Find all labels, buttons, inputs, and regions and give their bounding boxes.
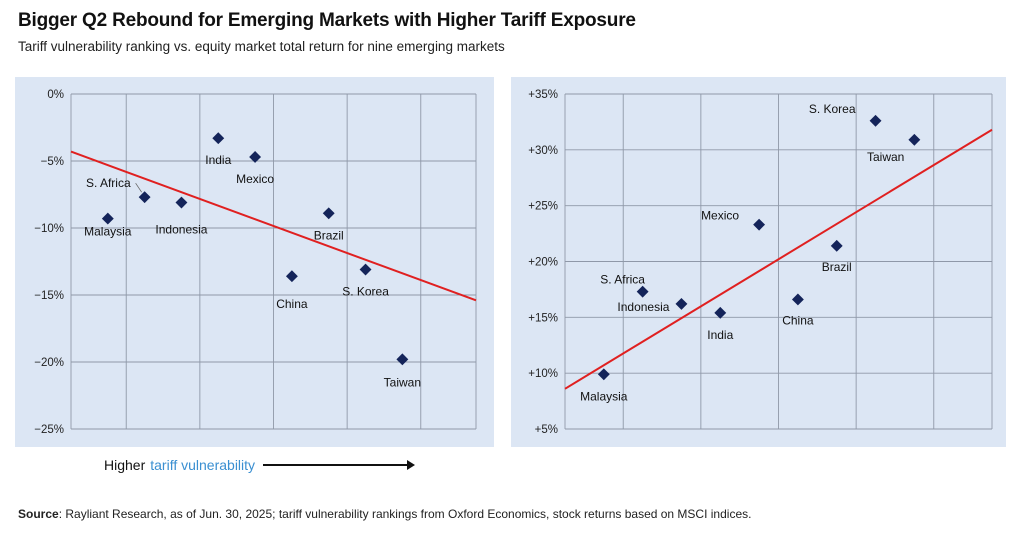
y-tick-label: −20% <box>34 357 64 369</box>
arrow-caption-prefix: Higher <box>104 457 146 473</box>
vulnerability-arrow-caption: Higher tariff vulnerability <box>104 457 416 473</box>
arrow-caption-highlight: tariff vulnerability <box>150 457 256 473</box>
source-text: : Rayliant Research, as of Jun. 30, 2025… <box>58 507 752 521</box>
scatter-point <box>359 263 372 276</box>
scatter-point <box>322 207 335 220</box>
scatter-point <box>791 293 804 306</box>
y-tick-label: +20% <box>528 257 558 269</box>
y-tick-label: +35% <box>528 89 558 101</box>
y-tick-label: +15% <box>528 312 558 324</box>
y-tick-label: +30% <box>528 145 558 157</box>
trendline <box>70 150 477 302</box>
scatter-point <box>285 270 298 283</box>
point-label: Mexico <box>701 209 739 223</box>
point-label: S. Africa <box>600 273 645 287</box>
source-label: Source <box>18 507 59 521</box>
scatter-point <box>908 133 921 146</box>
point-label: China <box>782 313 814 327</box>
scatter-point <box>636 285 649 298</box>
scatter-point <box>138 191 151 204</box>
point-label: Malaysia <box>84 225 132 239</box>
scatter-point <box>212 132 225 145</box>
point-label: Taiwan <box>384 375 421 389</box>
point-label: China <box>276 297 308 311</box>
left-scatter-panel: 0% −5% −10% −15% −20% −25% Malaysia S. Africa In… <box>15 77 494 447</box>
y-tick-label: +10% <box>528 368 558 380</box>
scatter-point <box>101 212 114 225</box>
scatter-point <box>396 353 409 366</box>
scatter-point <box>753 218 766 231</box>
chart-title: Bigger Q2 Rebound for Emerging Markets w… <box>18 10 636 31</box>
point-label: Taiwan <box>867 150 904 164</box>
point-label: Indonesia <box>155 223 207 237</box>
chart-subtitle: Tariff vulnerability ranking vs. equity … <box>18 39 505 54</box>
scatter-point <box>675 297 688 310</box>
point-label: Indonesia <box>617 300 669 314</box>
y-tick-label: −25% <box>34 424 64 436</box>
point-label: S. Africa <box>86 176 131 190</box>
right-scatter-chart: +35% +30% +25% +20% +15% +10% +5% Malaysia S. Af… <box>528 89 993 436</box>
point-label: S. Korea <box>342 285 389 299</box>
point-label: Brazil <box>314 228 344 242</box>
point-label: India <box>707 328 733 342</box>
scatter-point <box>830 239 843 252</box>
scatter-point <box>869 114 882 127</box>
scatter-point <box>597 368 610 381</box>
right-scatter-panel: +35% +30% +25% +20% +15% +10% +5% Malaysia S. Af… <box>511 77 1006 447</box>
y-tick-label: +5% <box>535 424 558 436</box>
point-label: Malaysia <box>580 389 628 403</box>
label-leader-line <box>135 182 142 193</box>
right-arrow-icon <box>263 460 416 470</box>
point-label: India <box>205 153 231 167</box>
y-tick-label: +25% <box>528 201 558 213</box>
scatter-point <box>175 196 188 209</box>
y-tick-label: −5% <box>41 156 64 168</box>
point-label: S. Korea <box>809 102 856 116</box>
y-tick-label: 0% <box>47 89 64 101</box>
point-label: Brazil <box>822 260 852 274</box>
point-label: Mexico <box>236 172 274 186</box>
source-note: Source: Rayliant Research, as of Jun. 30… <box>18 507 751 521</box>
left-scatter-chart: 0% −5% −10% −15% −20% −25% Malaysia S. Africa In… <box>34 89 477 436</box>
trendline <box>564 128 993 390</box>
y-tick-label: −15% <box>34 290 64 302</box>
y-tick-label: −10% <box>34 223 64 235</box>
